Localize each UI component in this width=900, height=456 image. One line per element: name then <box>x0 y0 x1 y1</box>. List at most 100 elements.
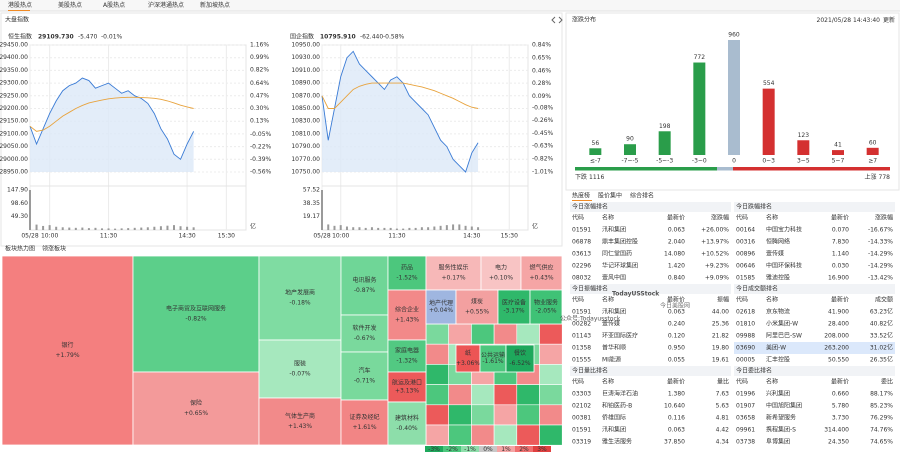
index-change: -62.440 <box>360 34 383 41</box>
volume-bar <box>470 226 473 230</box>
next-icon[interactable] <box>558 16 563 24</box>
volume-tick-label: 57.52 <box>303 187 320 194</box>
bar-category-label: -3~0 <box>692 158 707 165</box>
top-tab[interactable]: 沪深港通热点 <box>148 1 184 9</box>
distribution-panel <box>565 12 900 191</box>
table-cell: 01907 <box>736 403 755 410</box>
column-header: 名称 <box>766 296 778 304</box>
price-line <box>321 50 479 173</box>
table-cell: 普华和顺 <box>602 344 626 352</box>
bar-value-label: 56 <box>592 140 600 147</box>
prev-icon[interactable] <box>551 16 556 24</box>
index-pct: -0.58% <box>383 34 405 41</box>
watermark: 今日美股网 <box>660 302 690 310</box>
index-panel <box>0 12 563 247</box>
table-cell: 恒腾网络 <box>766 238 790 246</box>
flat-bar <box>717 167 733 171</box>
top-tab[interactable]: 美股热点 <box>58 1 82 9</box>
table-cell: +9.09% <box>705 275 729 282</box>
sector-block <box>340 351 389 401</box>
top-tab[interactable]: 港股热点 <box>8 1 32 9</box>
sector-change: -6.52% <box>509 360 531 367</box>
table-cell: 26.35亿 <box>870 356 893 364</box>
column-header: 成交额 <box>875 296 893 304</box>
volume-bar <box>94 227 97 230</box>
sector-block <box>479 344 507 373</box>
rank-tab[interactable]: 热度榜 <box>572 192 590 200</box>
legend-label: -1% <box>464 446 476 452</box>
rank-tab[interactable]: 股价集中 <box>598 192 622 200</box>
watermark: TodayUSStock <box>612 291 660 298</box>
sector-name: 证券及经纪 <box>349 413 379 421</box>
volume-bar <box>364 227 367 230</box>
sector-name: 药品 <box>401 263 413 271</box>
heatmap-tile <box>471 424 495 446</box>
table-cell: 01591 <box>572 309 591 316</box>
table-cell: 40.82亿 <box>870 320 893 328</box>
rank-tab[interactable]: 综合排名 <box>630 192 654 200</box>
average-line <box>29 96 194 132</box>
volume-bar <box>81 227 84 230</box>
column-header: 代码 <box>736 378 748 386</box>
column-header: 涨跌幅 <box>875 214 893 222</box>
heatmap-tile <box>425 364 450 385</box>
bar-category-label: ≤-7 <box>590 158 601 165</box>
x-tick-label: 11:30 <box>388 233 405 240</box>
top-tab[interactable]: 新加坡热点 <box>200 1 230 9</box>
table-cell: 侨雄国际 <box>602 414 626 422</box>
table-cell: 鼎丰集团控股 <box>602 238 638 246</box>
x-tick-label: 05/28 <box>21 233 38 240</box>
heatmap-tile <box>493 323 518 345</box>
volume-bar <box>389 227 392 230</box>
sector-name: 综合企业 <box>395 306 419 314</box>
table-cell: +26.00% <box>701 227 729 234</box>
y-tick-label: 10750.00 <box>291 169 320 176</box>
y2-tick-label: -0.45% <box>532 130 554 137</box>
table-cell: 37.850 <box>664 439 685 446</box>
table-title: 今日涨幅排名 <box>572 203 608 211</box>
index-name: 恒生指数 <box>8 33 32 41</box>
volume-bar <box>114 228 117 230</box>
y2-tick-label: 0.09% <box>532 93 551 100</box>
table-cell: 7.63 <box>716 391 730 398</box>
column-header: 名称 <box>766 378 778 386</box>
table-title: 今日成交额排名 <box>736 285 778 293</box>
table-cell: 京东物流 <box>766 308 790 316</box>
sector-block <box>387 371 427 403</box>
table-cell: 中国旭阳集团 <box>766 402 802 410</box>
sector-tab[interactable]: 领涨板块 <box>42 245 66 253</box>
sector-block <box>480 255 522 291</box>
table-cell: -16.67% <box>868 227 893 234</box>
legend-swatch <box>533 446 551 452</box>
table-cell: 14.080 <box>664 251 685 258</box>
sector-block <box>425 289 457 325</box>
price-area <box>30 78 194 172</box>
price-line <box>29 77 195 161</box>
legend-label: 0% <box>483 446 493 452</box>
table-cell: 壹传媒 <box>602 320 620 328</box>
sector-change: +1.43% <box>288 423 312 430</box>
distribution-bar <box>589 148 602 155</box>
fall-count: 下跌 1116 <box>575 173 604 181</box>
column-header: 代码 <box>736 214 748 222</box>
volume-bar <box>345 226 348 230</box>
bar-category-label: -5~-3 <box>656 158 673 165</box>
sector-block <box>1 255 134 446</box>
sector-tab[interactable]: 板块热力图 <box>5 245 35 253</box>
sector-change: +0.43% <box>529 275 553 282</box>
sector-change: +0.04% <box>429 307 453 314</box>
volume-bar <box>120 228 123 230</box>
table-cell: 壹风中国 <box>602 274 626 282</box>
table-cell: 10.640 <box>664 403 685 410</box>
column-header: 最新价 <box>667 296 685 304</box>
legend-label: 3% <box>537 446 547 452</box>
sector-name: 服务性娱乐 <box>438 263 468 271</box>
y-tick-label: 28950.00 <box>0 169 28 176</box>
table-cell: -14.29% <box>868 251 893 258</box>
volume-unit: 亿 <box>532 223 538 231</box>
sector-change: +1.79% <box>55 352 79 359</box>
y2-tick-label: -0.08% <box>532 105 554 112</box>
top-tab[interactable]: A股热点 <box>103 1 125 9</box>
column-header: 最新价 <box>831 378 849 386</box>
sector-change: +0.10% <box>489 275 513 282</box>
